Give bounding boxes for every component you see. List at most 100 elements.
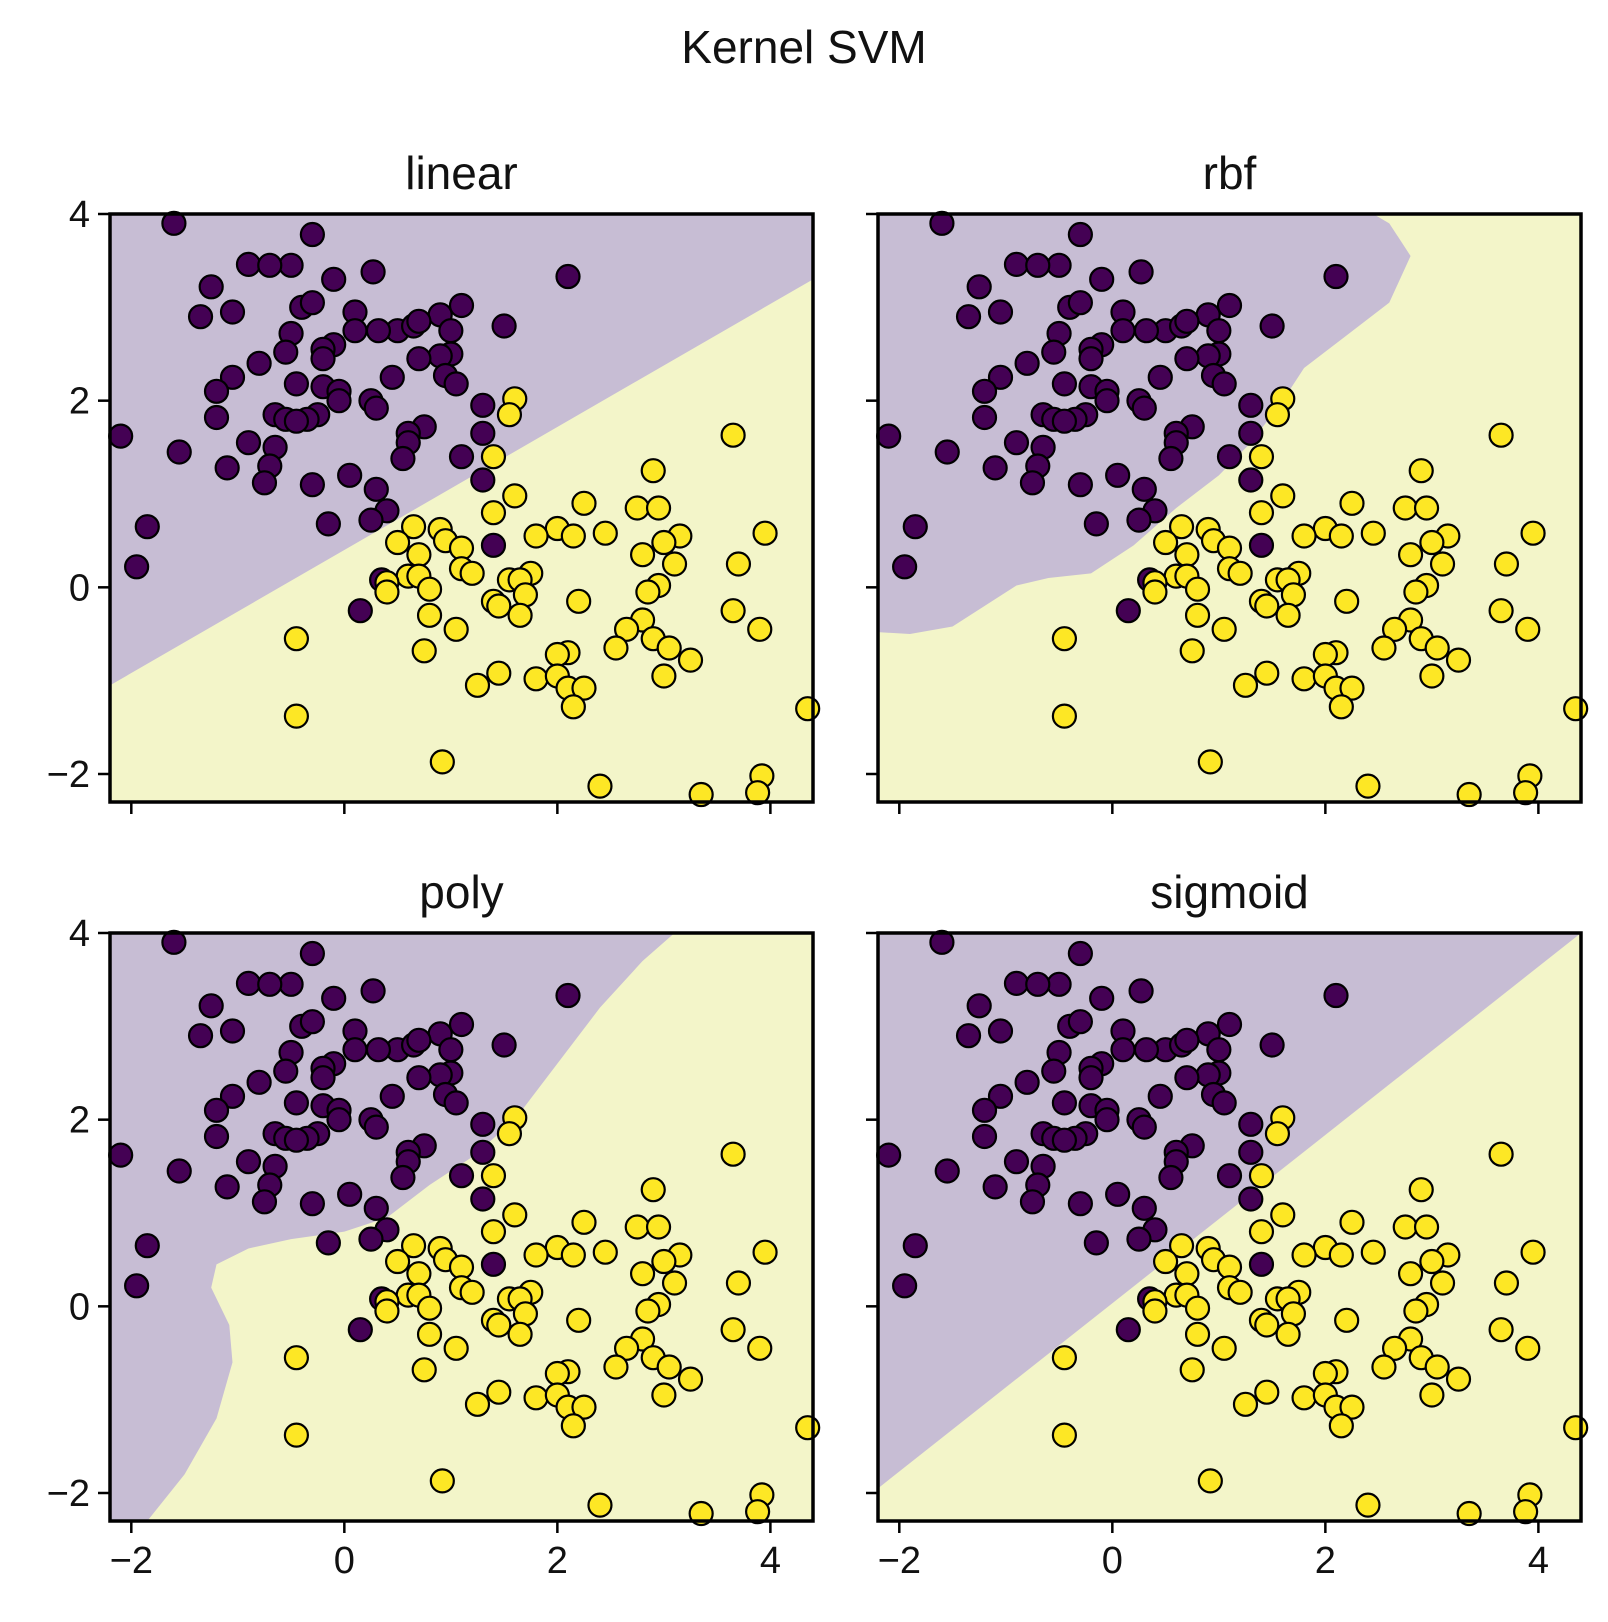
point-class0 [470,1139,496,1165]
point-class0 [966,993,992,1019]
point-class0 [134,1233,160,1259]
point-class1 [661,551,688,577]
point-class1 [571,675,597,701]
point-class0 [982,455,1008,481]
point-class0 [1003,970,1030,997]
point-class1 [656,1354,682,1380]
point-class0 [1051,1127,1078,1153]
point-class0 [929,929,955,955]
point-class1 [1264,1121,1291,1147]
axes-frame [108,212,815,804]
point-class0 [971,1123,998,1150]
point-class0 [1174,1027,1200,1053]
point-class1 [1174,542,1200,568]
point-class1 [1291,523,1317,549]
point-class0 [219,1018,246,1044]
point-class1 [1051,1422,1078,1448]
point-class0 [299,1191,325,1217]
point-class0 [379,364,405,390]
point-class0 [902,514,928,540]
point-class0 [1067,472,1093,498]
point-class0 [480,1251,507,1277]
point-class0 [347,598,373,624]
x-tick-label: −2 [878,1540,921,1582]
y-tick-label: 2 [69,381,90,423]
point-class1 [677,647,704,673]
point-class0 [1067,221,1093,248]
point-class1 [1371,635,1397,661]
point-class0 [955,304,982,330]
point-class0 [299,1009,325,1035]
point-class0 [214,1174,240,1200]
point-class1 [560,1413,586,1439]
point-class1 [587,1492,613,1518]
point-class0 [1051,1090,1078,1116]
point-class0 [1131,476,1157,502]
point-class1 [745,1499,771,1525]
decision-regions [110,933,813,1521]
point-class0 [443,371,469,397]
point-class1 [374,1298,400,1324]
point-class0 [1238,1186,1264,1212]
point-class1 [1184,1295,1211,1321]
point-class0 [166,1158,192,1184]
point-class1 [752,1239,778,1265]
scatter-points [108,929,821,1527]
point-class1 [1424,635,1450,661]
point-class1 [1248,1163,1275,1189]
point-class1 [560,694,586,720]
point-class0 [1094,1107,1120,1133]
point-class0 [358,1226,384,1252]
point-class0 [1238,1111,1264,1137]
point-class0 [438,318,464,344]
point-class0 [1238,467,1264,493]
point-class1 [1211,616,1237,642]
point-class0 [1083,511,1109,537]
y-tick-label: 2 [69,1100,90,1142]
x-tick-label: 0 [334,1540,355,1582]
point-class1 [1184,576,1211,602]
scatter-points [108,210,821,808]
point-class1 [1168,514,1195,540]
point-class1 [624,1214,650,1240]
point-class0 [1014,1069,1040,1095]
point-class0 [235,1149,262,1175]
point-class0 [1206,318,1232,344]
point-class0 [1014,350,1040,376]
point-class1 [283,626,310,652]
point-class0 [299,221,325,248]
point-class1 [1197,1468,1223,1494]
point-class0 [1128,259,1154,285]
point-class1 [1419,529,1445,556]
subplot-grid: linear −2 0 2 4 rbf poly −2 0 2 4 −2 0 2 4 sigmoid −2 0 2 4 [47,147,1589,1582]
point-class0 [1131,1114,1157,1140]
point-class0 [342,1037,368,1063]
point-class1 [464,1391,491,1417]
point-class0 [198,993,224,1019]
point-class0 [1019,470,1046,496]
point-class1 [1280,1301,1307,1327]
point-class0 [1131,1195,1157,1221]
point-class0 [1051,371,1078,397]
point-class0 [955,1023,982,1049]
point-class0 [971,1097,998,1123]
point-class0 [929,210,955,236]
point-class0 [1089,985,1115,1011]
point-class0 [1238,1139,1264,1165]
point-class0 [470,467,496,493]
point-class1 [1184,602,1211,628]
point-class0 [283,1090,310,1116]
point-class0 [406,308,432,334]
point-class0 [448,1011,475,1038]
point-class1 [283,1345,310,1371]
point-class1 [651,1248,677,1275]
point-class1 [725,551,752,577]
point-class1 [1445,647,1472,673]
point-class1 [1392,495,1418,521]
point-class1 [752,520,778,546]
point-class0 [1126,1226,1152,1252]
point-class1 [502,483,528,509]
point-class1 [603,1354,629,1380]
point-class1 [1275,1321,1301,1347]
